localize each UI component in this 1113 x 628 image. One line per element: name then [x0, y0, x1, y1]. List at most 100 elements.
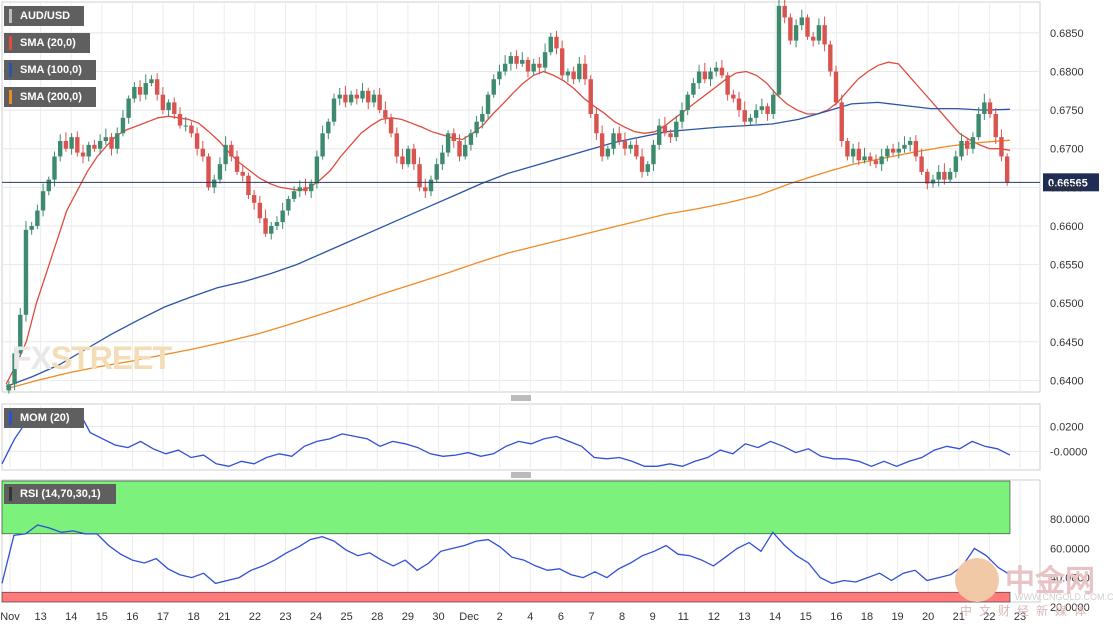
candle-body	[668, 133, 673, 138]
candle-body	[63, 141, 69, 149]
candle-body	[320, 133, 325, 157]
candle-body	[212, 179, 217, 188]
candle-body	[508, 56, 514, 64]
candle-body	[354, 94, 360, 99]
last-price-box	[1043, 173, 1099, 192]
time-tick-label: 9	[650, 611, 656, 623]
cngold-logo-icon	[955, 558, 999, 602]
legend-rsi[interactable]: RSI (14,70,30,1)	[4, 484, 116, 504]
candle-body	[143, 83, 148, 95]
rsi-tick-label: 20.0000	[1050, 602, 1090, 614]
candle-body	[154, 79, 160, 95]
candle-body	[696, 71, 702, 84]
candle-body	[559, 48, 565, 76]
panel-resize-handles[interactable]	[511, 395, 531, 478]
candle-body	[759, 106, 765, 111]
candle-body	[525, 59, 531, 72]
legend-sma200-swatch	[9, 90, 12, 104]
candle-body	[879, 156, 884, 165]
candle-body	[474, 121, 479, 134]
candle-body	[970, 137, 976, 149]
candle-body	[628, 144, 633, 149]
candle-body	[485, 94, 491, 114]
mom-line	[1, 408, 1011, 467]
candle-body	[719, 67, 725, 76]
candle-body	[634, 144, 639, 157]
candle-body	[417, 164, 422, 188]
candle-body	[217, 164, 223, 180]
candle-body	[873, 160, 879, 165]
candle-body	[160, 94, 166, 111]
candle-body	[206, 156, 211, 188]
candle-body	[434, 164, 439, 180]
candle-body	[388, 117, 394, 134]
price-tick-label: 0.6750	[1050, 105, 1084, 117]
candle-body	[331, 98, 337, 122]
candle-body	[776, 5, 782, 95]
candle-body	[126, 98, 131, 118]
candle-body	[947, 171, 953, 180]
legend-sma20[interactable]: SMA (20,0)	[4, 33, 90, 53]
candle-body	[890, 148, 896, 153]
candle-body	[297, 187, 302, 192]
candle-body	[537, 63, 542, 68]
candle-body	[189, 125, 194, 134]
candle-body	[52, 156, 57, 180]
candle-body	[554, 36, 559, 49]
candle-body	[753, 110, 759, 118]
candle-body	[645, 164, 650, 172]
time-tick-label: 15	[800, 611, 812, 623]
mom-tick-label: -0.0000	[1050, 446, 1087, 458]
candle-body	[833, 71, 839, 103]
candle-body	[240, 171, 245, 176]
candle-body	[75, 137, 80, 153]
candle-body	[371, 94, 377, 103]
candle-body	[394, 133, 399, 157]
candle-body	[685, 94, 690, 111]
rsi-line	[1, 524, 1011, 585]
candle-body	[828, 44, 833, 72]
candle-body	[674, 121, 679, 138]
candle-body	[445, 133, 451, 153]
candle-body	[172, 102, 177, 114]
candle-body	[708, 71, 713, 80]
time-tick-label: 4	[527, 611, 533, 623]
candle-body	[149, 79, 154, 84]
mom-tick-label: 0.0200	[1050, 421, 1084, 433]
candle-body	[360, 90, 365, 99]
price-tick-label: 0.6800	[1050, 67, 1084, 79]
candle-body	[115, 133, 120, 149]
candle-body	[223, 144, 228, 165]
time-tick-label: 22	[983, 611, 995, 623]
time-tick-label: 12	[708, 611, 720, 623]
candle-body	[862, 156, 867, 161]
legend-pair[interactable]: AUD/USD	[4, 6, 84, 26]
legend-rsi-swatch	[9, 487, 12, 501]
legend-sma100[interactable]: SMA (100,0)	[4, 60, 96, 80]
candle-body	[40, 191, 46, 211]
time-tick-label: 13	[34, 611, 46, 623]
candle-body	[805, 17, 810, 37]
candle-body	[12, 353, 17, 385]
price-tick-label: 0.6500	[1050, 298, 1084, 310]
candle-body	[656, 125, 662, 145]
candle-body	[548, 36, 553, 53]
candle-body	[611, 133, 616, 149]
time-tick-label: 21	[218, 611, 230, 623]
time-tick-label: 11	[678, 611, 689, 623]
candle-body	[793, 25, 799, 41]
price-tick-label: 0.6600	[1050, 221, 1084, 233]
candle-body	[577, 63, 582, 80]
time-tick-label: 7	[588, 611, 594, 623]
time-tick-label: 16	[126, 611, 138, 623]
candle-body	[976, 113, 981, 138]
candle-body	[714, 67, 719, 72]
legend-mom[interactable]: MOM (20)	[4, 408, 84, 428]
rsi-tick-label: 60.0000	[1050, 543, 1090, 555]
legend-sma20-swatch	[9, 36, 12, 50]
candle-body	[765, 106, 770, 114]
candle-body	[468, 133, 474, 145]
legend-sma200[interactable]: SMA (200,0)	[4, 87, 96, 107]
candle-body	[748, 117, 753, 122]
candle-body	[731, 94, 736, 99]
